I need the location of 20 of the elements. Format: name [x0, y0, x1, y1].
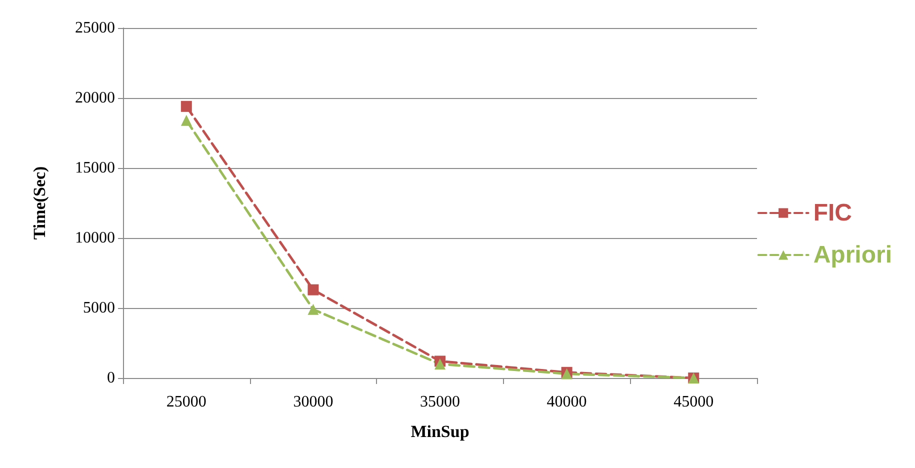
x-tick-label: 45000	[674, 394, 714, 410]
y-axis-title: Time(Sec)	[30, 166, 49, 240]
y-tick-label: 15000	[75, 160, 115, 176]
x-axis-title: MinSup	[410, 422, 470, 441]
point	[434, 358, 446, 370]
point	[308, 304, 319, 315]
y-tick-label: 25000	[75, 20, 115, 36]
x-tick-label: 35000	[420, 394, 460, 410]
point	[308, 284, 319, 296]
x-tick-label: 40000	[546, 394, 587, 410]
point	[180, 114, 192, 126]
x-tick-label: 30000	[293, 394, 334, 410]
point	[180, 100, 192, 112]
legend-label: FIC	[813, 200, 852, 226]
x-tick-label: 25000	[166, 394, 206, 410]
legend-label: Apriori	[813, 242, 892, 268]
y-tick-label: 5000	[83, 300, 115, 316]
y-tick-label: 10000	[75, 230, 115, 246]
y-tick-label: 0	[107, 370, 115, 386]
y-tick-label: 20000	[75, 90, 115, 106]
